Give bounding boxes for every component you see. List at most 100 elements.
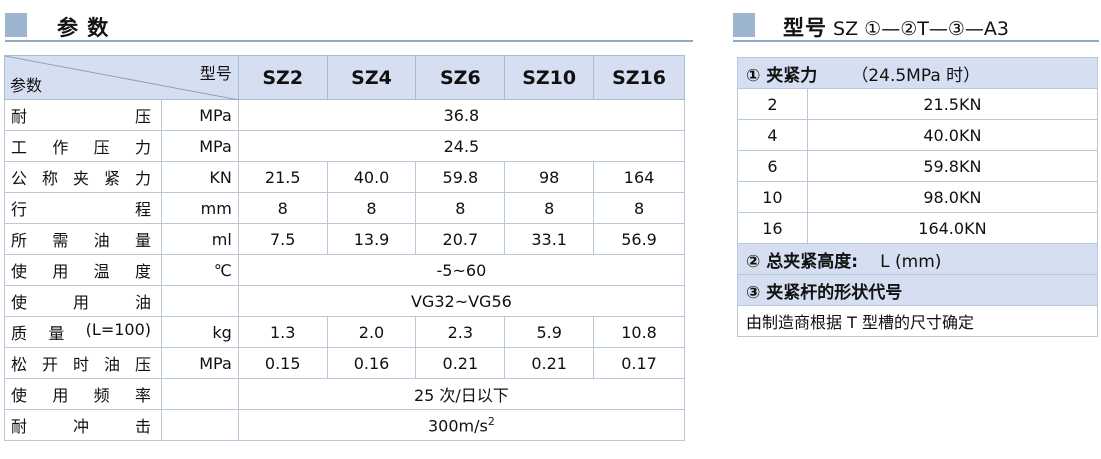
value-cell: 2.3 [415,316,506,348]
value-cell: 21.5 [237,161,328,193]
param-label-text: 工作压力 [11,138,151,157]
clamp-force-row: 2 21.5KN [737,88,1099,120]
param-label: 使用频率 [4,378,162,410]
param-label: 质量 (L=100) [4,316,162,348]
table-row: 所需油量 ml 7.5 13.9 20.7 33.1 56.9 [4,223,685,255]
param-label-text: 行程 [11,200,151,219]
table-row: 耐冲击 300m/s2 [4,409,686,441]
section-underline [733,40,1099,42]
model-header-sz16: SZ16 [593,55,685,100]
param-unit: mm [160,192,239,224]
param-label: 工作压力 [4,130,162,162]
value-cell: 7.5 [237,223,328,255]
table-row: 使用温度 ℃ -5~60 [4,254,686,286]
clamp-force-row: 6 59.8KN [737,150,1099,182]
value-cell: 10.8 [593,316,685,348]
size-code-cell: 6 [737,150,808,182]
param-unit [160,378,239,410]
merged-value-cell: -5~60 [237,254,686,286]
param-unit: kg [160,316,239,348]
manufacturer-note: 由制造商根据 T 型槽的尺寸确定 [737,305,1098,337]
value-cell: 0.16 [326,347,417,379]
model-header-sz2: SZ2 [237,55,328,100]
clamp-force-row: 16 164.0KN [737,212,1099,244]
value-cell: 0.21 [415,347,506,379]
merged-value-cell: VG32~VG56 [237,285,686,317]
size-code-cell: 4 [737,119,808,151]
size-code-cell: 10 [737,181,808,213]
clamp-force-value-cell: 164.0KN [806,212,1099,244]
clamp-force-row: 10 98.0KN [737,181,1099,213]
clamp-rod-shape-header: ③ 夹紧杆的形状代号 [737,274,1098,306]
param-unit: ml [160,223,239,255]
model-header-sz6: SZ6 [415,55,506,100]
clamp-force-value-cell: 21.5KN [806,88,1099,120]
diagonal-line [5,56,239,100]
param-label-text: 使用温度 [11,262,151,281]
model-code-section-header: 型号 SZ ①—②T—③—A3 [733,10,1099,42]
param-label: 使用温度 [4,254,162,286]
clamp-force-value-cell: 40.0KN [806,119,1099,151]
param-label: 公称夹紧力 [4,161,162,193]
value-cell: 40.0 [326,161,417,193]
clamp-force-value-cell: 59.8KN [806,150,1099,182]
value-cell: 59.8 [415,161,506,193]
clamp-force-row: 4 40.0KN [737,119,1099,151]
table-row: 耐压 MPa 36.8 [4,99,686,131]
param-label-text: 使用油 [11,293,151,312]
section-marker [5,13,27,37]
value-cell: 20.7 [415,223,506,255]
merged-value-cell: 25 次/日以下 [237,378,686,410]
value-cell: 0.21 [504,347,595,379]
clamp-force-value-cell: 98.0KN [806,181,1099,213]
param-unit: ℃ [160,254,239,286]
model-code-title: 型号 SZ ①—②T—③—A3 [783,12,1009,42]
model-header-sz4: SZ4 [326,55,417,100]
value-cell: 2.0 [326,316,417,348]
value-cell: 56.9 [593,223,685,255]
merged-value-cell: 36.8 [237,99,686,131]
params-section-header: 参 数 [5,10,693,42]
clamp-rod-shape-header-row: ③ 夹紧杆的形状代号 [737,274,1098,306]
value-cell: 0.15 [237,347,328,379]
model-header-sz10: SZ10 [504,55,595,100]
model-code-formula: SZ ①—②T—③—A3 [827,18,1009,40]
param-label: 耐冲击 [4,409,162,441]
param-unit: MPa [160,99,239,131]
param-label-text: 所需油量 [11,231,151,250]
params-title: 参 数 [57,16,110,40]
param-label: 耐压 [4,99,162,131]
clamp-height-header-row: ② 总夹紧高度: L (mm) [737,243,1098,275]
model-code-title-bold: 型号 [783,16,827,40]
table-row: 使用频率 25 次/日以下 [4,378,686,410]
size-code-cell: 16 [737,212,808,244]
param-label-text: 质量 (L=100) [11,320,151,343]
param-unit: MPa [160,347,239,379]
parameters-table: 型号 参数 SZ2 SZ4 SZ6 SZ10 SZ16 耐压 MPa 36.8 工作压… [4,55,686,441]
param-unit [160,285,239,317]
value-cell: 13.9 [326,223,417,255]
value-cell: 33.1 [504,223,595,255]
param-label-text: 耐压 [11,107,151,126]
table-row: 工作压力 MPa 24.5 [4,130,686,162]
note-row: 由制造商根据 T 型槽的尺寸确定 [737,305,1098,337]
param-label-text: 公称夹紧力 [11,169,151,188]
table-row: 松开时油压 MPa 0.15 0.16 0.21 0.21 0.17 [4,347,685,379]
value-cell: 164 [593,161,685,193]
param-label: 行程 [4,192,162,224]
size-code-cell: 2 [737,88,808,120]
value-cell: 8 [415,192,506,224]
param-unit: KN [160,161,239,193]
table-row: 公称夹紧力 KN 21.5 40.0 59.8 98 164 [4,161,685,193]
value-cell: 5.9 [504,316,595,348]
clamp-height-header: ② 总夹紧高度: L (mm) [737,243,1098,275]
model-code-table: ① 夹紧力 （24.5MPa 时） 2 21.5KN 4 40.0KN 6 59.8KN 10… [737,57,1099,337]
corner-label-model: 型号 [199,64,232,83]
value-cell: 98 [504,161,595,193]
param-unit: MPa [160,130,239,162]
section-marker [733,13,755,37]
merged-value-cell: 300m/s2 [237,409,686,441]
table-row: 质量 (L=100) kg 1.3 2.0 2.3 5.9 10.8 [4,316,685,348]
param-label-text: 耐冲击 [11,417,151,436]
value-cell: 1.3 [237,316,328,348]
